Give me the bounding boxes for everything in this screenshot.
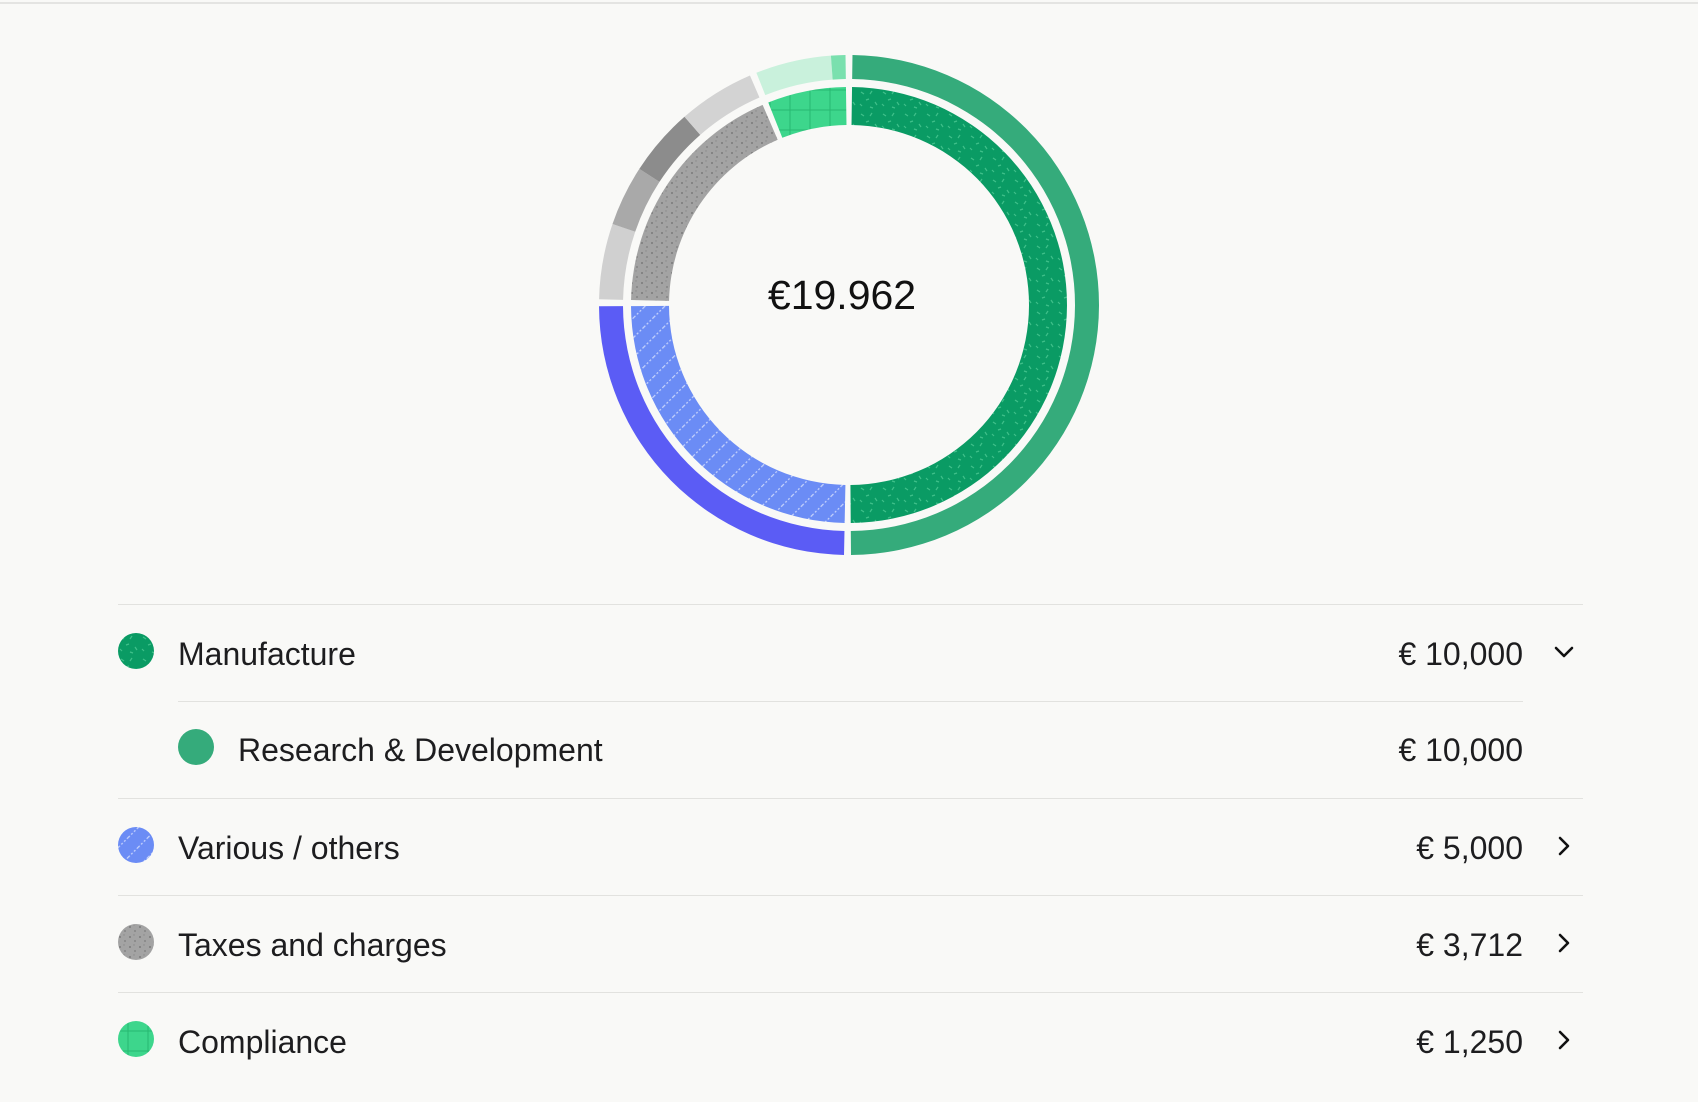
legend-swatch (118, 633, 154, 669)
outer-slice-taxes-and-charges-part-4[interactable] (684, 75, 760, 135)
legend-label: Research & Development (238, 732, 603, 768)
legend-row-manufacture[interactable]: Manufacture € 10,000 (118, 604, 1583, 701)
outer-slice-compliance-part-2[interactable] (830, 55, 846, 80)
legend-amount: € 3,712 (1416, 927, 1523, 963)
legend-row-compliance[interactable]: Compliance € 1,250 (118, 992, 1583, 1089)
inner-slice-various-others[interactable] (631, 305, 846, 523)
chevron-right-icon[interactable] (1551, 1027, 1577, 1053)
legend-row-taxes-and-charges[interactable]: Taxes and charges € 3,712 (118, 895, 1583, 992)
donut-center-total: €19.962 (767, 272, 917, 318)
legend-swatch (178, 729, 214, 765)
outer-ring (599, 55, 1100, 555)
legend-amount: € 5,000 (1416, 830, 1523, 866)
outer-slice-taxes-and-charges-part-3[interactable] (639, 116, 701, 182)
legend-amount: € 10,000 (1398, 732, 1523, 768)
legend-swatch (118, 1021, 154, 1057)
outer-slice-compliance-part-1[interactable] (756, 55, 833, 96)
top-divider (0, 0, 1698, 4)
legend-row-various-others[interactable]: Various / others € 5,000 (118, 798, 1583, 895)
chevron-down-icon[interactable] (1551, 639, 1577, 665)
chevron-right-icon[interactable] (1551, 833, 1577, 859)
legend-row-research-development: Research & Development € 10,000 (178, 701, 1583, 798)
inner-slice-manufacture[interactable] (850, 87, 1067, 523)
outer-slice-taxes-and-charges-part-1[interactable] (599, 223, 636, 300)
outer-slice-taxes-and-charges-part-2[interactable] (612, 168, 660, 232)
legend-amount: € 1,250 (1416, 1024, 1523, 1060)
inner-slice-taxes-and-charges[interactable] (631, 104, 778, 301)
legend-list: Manufacture € 10,000 Research & Developmen… (118, 604, 1583, 1089)
legend-amount: € 10,000 (1398, 636, 1523, 672)
inner-slice-compliance[interactable] (768, 87, 847, 138)
legend-label: Various / others (178, 830, 400, 866)
inner-ring (631, 87, 1067, 523)
legend-swatch (118, 827, 154, 863)
legend-label: Compliance (178, 1024, 347, 1060)
outer-slice-various-others[interactable] (599, 306, 845, 555)
legend-swatch (118, 924, 154, 960)
legend-label: Taxes and charges (178, 927, 447, 963)
legend-label: Manufacture (178, 636, 356, 672)
chevron-right-icon[interactable] (1551, 930, 1577, 956)
donut-chart (599, 55, 1100, 555)
